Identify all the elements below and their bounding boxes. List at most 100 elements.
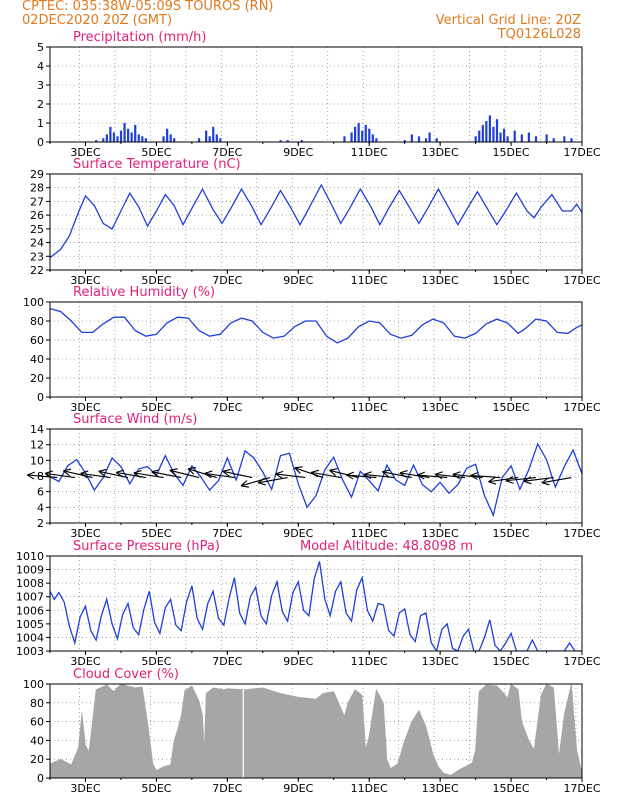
wind-arrow-shaft xyxy=(27,474,58,479)
wind-arrow-head xyxy=(240,485,250,488)
wind-arrow-head xyxy=(275,473,283,479)
wind-arrow-head xyxy=(363,473,372,480)
wind-arrow-head xyxy=(169,468,178,471)
wind-arrow-head xyxy=(434,473,443,480)
panel-title: Surface Wind (m/s) xyxy=(73,412,197,427)
precip-bar xyxy=(357,123,360,142)
y-tick-label: 1010 xyxy=(16,550,44,563)
precip-bar xyxy=(428,132,431,142)
precip-bar xyxy=(141,136,144,142)
x-tick-label: 7DEC xyxy=(212,146,242,159)
wind-arrow-head xyxy=(523,480,532,485)
wind-arrow-head xyxy=(204,472,212,479)
precip-bar xyxy=(162,136,165,142)
precip-bar xyxy=(279,140,282,142)
cloud-cover-area xyxy=(49,683,583,779)
y-tick-label: 1006 xyxy=(16,604,44,617)
wind-arrow-head xyxy=(488,481,497,485)
wind-arrow-head xyxy=(329,469,336,476)
wind-arrow-head xyxy=(257,482,266,486)
precip-bar xyxy=(368,128,371,142)
precip-bar xyxy=(130,132,133,142)
precip-bar xyxy=(102,138,105,142)
precip-bar xyxy=(513,130,516,142)
wind-arrow-head xyxy=(452,473,460,480)
precip-bar xyxy=(364,124,367,142)
wind-arrow-head xyxy=(541,482,550,486)
wind-arrow-head xyxy=(417,471,426,476)
wind-arrow-head xyxy=(470,471,479,476)
precip-bar xyxy=(300,140,304,142)
wind-arrow-shaft xyxy=(275,473,306,479)
wind-arrow-head xyxy=(187,467,196,470)
x-tick-label: 11DEC xyxy=(351,274,388,287)
x-tick-label: 7DEC xyxy=(212,401,242,414)
wind-arrow-shaft xyxy=(329,469,359,479)
wind-vector xyxy=(417,471,448,480)
wind-arrow-shaft xyxy=(506,477,536,482)
x-tick-label: 17DEC xyxy=(563,274,600,287)
wind-arrow-head xyxy=(399,472,407,478)
wind-arrow-shaft xyxy=(151,471,182,479)
precip-bar xyxy=(499,132,502,142)
x-tick-label: 9DEC xyxy=(283,782,313,795)
wind-vector xyxy=(62,468,93,479)
wind-arrow-head xyxy=(222,468,231,472)
y-tick-label: 0 xyxy=(37,391,44,404)
precip-bar xyxy=(212,126,215,142)
wind-arrow-head xyxy=(169,469,177,476)
x-tick-label: 9DEC xyxy=(283,527,313,540)
wind-arrow-head xyxy=(452,471,461,475)
y-tick-label: 1 xyxy=(37,117,44,130)
y-tick-label: 22 xyxy=(30,264,44,277)
wind-arrow-head xyxy=(98,468,107,472)
precip-bar xyxy=(563,136,566,142)
x-tick-label: 11DEC xyxy=(351,655,388,668)
y-tick-label: 23 xyxy=(30,250,44,263)
y-tick-label: 28 xyxy=(30,182,44,195)
x-tick-label: 11DEC xyxy=(351,146,388,159)
x-tick-label: 7DEC xyxy=(212,527,242,540)
wind-arrow-shaft xyxy=(169,469,200,479)
wind-vector xyxy=(452,471,483,480)
precip-bar xyxy=(417,136,421,142)
wind-vector xyxy=(187,467,217,479)
wind-arrow-head xyxy=(27,471,35,476)
vertical-grid-label: Vertical Grid Line: 20Z xyxy=(435,13,581,28)
wind-vector xyxy=(133,470,164,479)
wind-arrow-head xyxy=(116,469,125,473)
wind-arrow-head xyxy=(505,480,514,484)
y-tick-label: 8 xyxy=(37,470,44,483)
precip-bar xyxy=(552,138,555,142)
y-tick-label: 40 xyxy=(30,734,44,747)
y-tick-label: 0 xyxy=(37,136,44,149)
precip-bar xyxy=(435,138,438,142)
precip-bar xyxy=(495,119,499,142)
wind-vector xyxy=(488,476,519,485)
wind-arrow-shaft xyxy=(382,471,412,479)
x-tick-label: 5DEC xyxy=(141,146,171,159)
y-tick-label: 1004 xyxy=(16,631,44,644)
wind-arrow-shaft xyxy=(541,477,572,484)
y-tick-label: 10 xyxy=(30,454,44,467)
wind-vector xyxy=(80,470,111,479)
wind-arrow-head xyxy=(470,474,478,480)
panel-wind: 2 4 6 8 10 12 14 3DEC 5DEC 7DEC 9DEC 11DEC 13DEC 15DE… xyxy=(26,412,601,540)
x-tick-label: 5DEC xyxy=(141,655,171,668)
wind-vector xyxy=(204,470,235,479)
x-tick-label: 15DEC xyxy=(493,146,530,159)
x-tick-label: 11DEC xyxy=(351,401,388,414)
wind-arrow-head xyxy=(204,470,213,474)
wind-arrow-shaft xyxy=(435,473,466,479)
wind-arrow-head xyxy=(151,471,159,478)
precip-bar xyxy=(481,124,484,142)
wind-vector xyxy=(505,476,536,484)
precip-bar xyxy=(502,128,506,142)
wind-arrow-head xyxy=(541,477,549,484)
precip-bar xyxy=(112,132,116,142)
wind-arrow-head xyxy=(346,471,355,476)
x-tick-label: 17DEC xyxy=(563,782,600,795)
wind-arrow-head xyxy=(115,471,124,478)
panel-frame xyxy=(49,46,583,143)
